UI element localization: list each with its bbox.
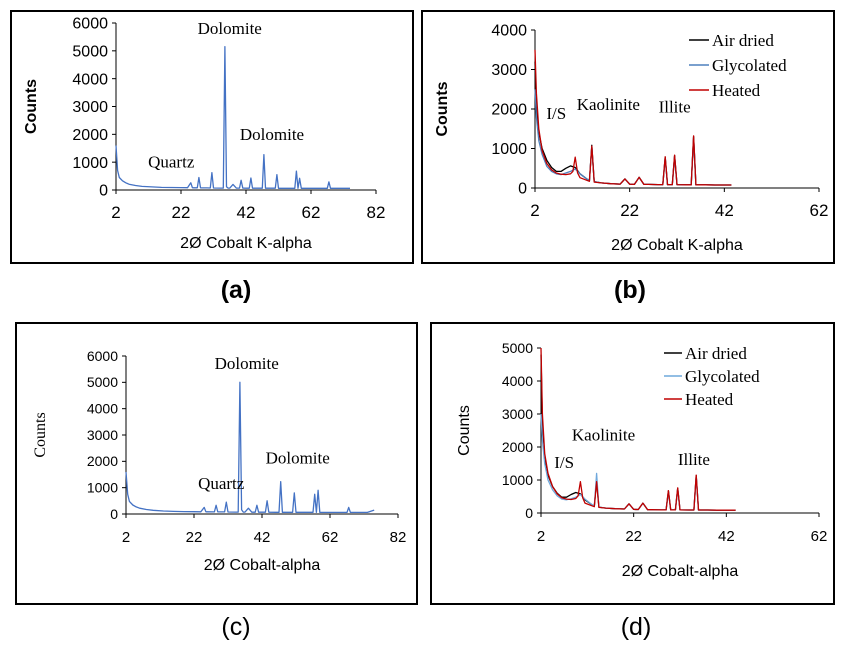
y-axis-label: Counts bbox=[23, 79, 40, 134]
y-tick-label: 2000 bbox=[72, 127, 108, 144]
caption-b: (b) bbox=[614, 276, 646, 304]
annotation-label: I/S bbox=[554, 453, 574, 472]
x-tick-label: 22 bbox=[186, 529, 203, 546]
x-tick-label: 62 bbox=[811, 528, 828, 545]
x-axis-label: 2Ø Cobalt K-alpha bbox=[180, 235, 312, 252]
x-tick-label: 42 bbox=[718, 528, 735, 545]
y-tick-label: 1000 bbox=[72, 155, 108, 172]
y-tick-label: 5000 bbox=[502, 340, 533, 356]
x-axis-label: 2Ø Cobalt K-alpha bbox=[611, 237, 743, 254]
y-tick-label: 5000 bbox=[87, 374, 118, 390]
x-tick-label: 42 bbox=[254, 529, 271, 546]
x-tick-label: 22 bbox=[625, 528, 642, 545]
y-tick-label: 1000 bbox=[87, 480, 118, 496]
legend-label: Glycolated bbox=[685, 367, 760, 386]
y-tick-label: 0 bbox=[525, 505, 533, 521]
annotation-label: Illite bbox=[659, 98, 691, 117]
y-tick-label: 2000 bbox=[87, 453, 118, 469]
y-tick-label: 0 bbox=[518, 181, 527, 198]
x-tick-label: 62 bbox=[302, 203, 321, 222]
annotation-label: Dolomite bbox=[240, 125, 304, 144]
y-tick-label: 3000 bbox=[502, 406, 533, 422]
x-tick-label: 62 bbox=[322, 529, 339, 546]
y-tick-label: 6000 bbox=[87, 348, 118, 364]
panel-b: 0 1000 2000 3000 4000 2 22 42 62 2Ø Cobalt K-alph… bbox=[421, 10, 835, 264]
legend-label: Heated bbox=[712, 81, 761, 100]
y-tick-label: 1000 bbox=[491, 141, 527, 158]
series-line-heated bbox=[534, 49, 732, 186]
legend-label: Air dried bbox=[685, 344, 747, 363]
x-tick-label: 2 bbox=[530, 201, 539, 220]
y-tick-label: 3000 bbox=[491, 62, 527, 79]
caption-d: (d) bbox=[620, 613, 652, 641]
caption-a: (a) bbox=[220, 276, 252, 304]
x-tick-label: 82 bbox=[390, 529, 407, 546]
series-line-air-dried bbox=[534, 61, 732, 186]
y-axis-label: Counts bbox=[32, 412, 49, 457]
x-tick-label: 2 bbox=[111, 203, 120, 222]
y-tick-label: 4000 bbox=[502, 373, 533, 389]
annotation-label: I/S bbox=[546, 104, 566, 123]
y-tick-label: 0 bbox=[99, 183, 108, 200]
annotation-label: Dolomite bbox=[215, 354, 279, 373]
legend-label: Heated bbox=[685, 390, 734, 409]
x-tick-label: 42 bbox=[237, 203, 256, 222]
y-tick-label: 3000 bbox=[72, 99, 108, 116]
x-tick-label: 2 bbox=[122, 529, 130, 546]
panel-a: 0 1000 2000 3000 4000 5000 6000 2 22 42 62 82 2Ø Cob… bbox=[10, 10, 414, 264]
x-tick-label: 2 bbox=[537, 528, 545, 545]
y-axis-label: Counts bbox=[456, 405, 473, 456]
caption-c: (c) bbox=[221, 613, 251, 641]
y-tick-label: 4000 bbox=[72, 71, 108, 88]
series-line-heated bbox=[540, 347, 736, 511]
series-line-0 bbox=[125, 381, 375, 514]
x-axis-label: 2Ø Cobalt-alpha bbox=[622, 563, 739, 580]
panel-c: 0 1000 2000 3000 4000 5000 6000 2 22 42 62 82 2Ø Cob… bbox=[15, 322, 418, 605]
x-tick-label: 62 bbox=[810, 201, 829, 220]
y-tick-label: 6000 bbox=[72, 16, 108, 33]
x-tick-label: 22 bbox=[172, 203, 191, 222]
y-tick-label: 4000 bbox=[491, 23, 527, 40]
series-line-0 bbox=[115, 46, 350, 189]
y-tick-label: 5000 bbox=[72, 43, 108, 60]
x-tick-label: 82 bbox=[367, 203, 386, 222]
y-tick-label: 4000 bbox=[87, 401, 118, 417]
x-tick-label: 42 bbox=[715, 201, 734, 220]
annotation-label: Dolomite bbox=[266, 448, 330, 467]
annotation-label: Kaolinite bbox=[572, 425, 635, 444]
x-tick-label: 22 bbox=[620, 201, 639, 220]
x-axis-label: 2Ø Cobalt-alpha bbox=[204, 557, 321, 574]
y-tick-label: 2000 bbox=[502, 439, 533, 455]
annotation-label: Quartz bbox=[198, 474, 245, 493]
y-axis-label: Counts bbox=[434, 81, 451, 136]
y-tick-label: 3000 bbox=[87, 427, 118, 443]
y-tick-label: 1000 bbox=[502, 472, 533, 488]
panel-d: 0 1000 2000 3000 4000 5000 2 22 42 62 2Ø Cobalt-al… bbox=[430, 322, 835, 605]
y-tick-label: 0 bbox=[110, 506, 118, 522]
annotation-label: Kaolinite bbox=[577, 95, 640, 114]
legend-label: Air dried bbox=[712, 31, 774, 50]
annotation-label: Illite bbox=[678, 450, 710, 469]
legend-label: Glycolated bbox=[712, 56, 787, 75]
annotation-label: Dolomite bbox=[198, 19, 262, 38]
annotation-label: Quartz bbox=[148, 153, 195, 172]
y-tick-label: 2000 bbox=[491, 102, 527, 119]
